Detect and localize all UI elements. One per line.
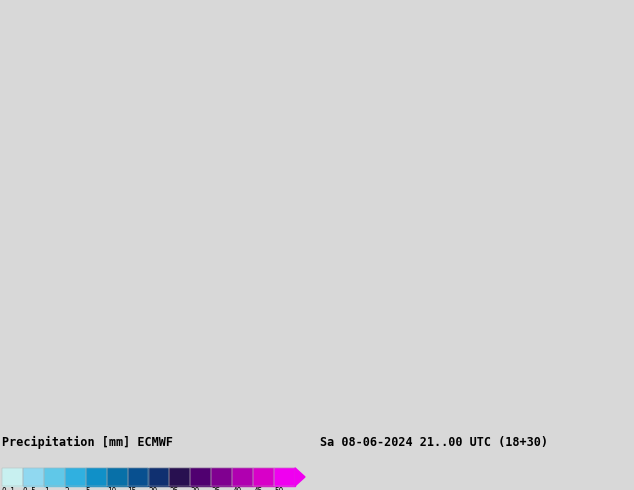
Text: 15: 15 [127, 487, 137, 490]
Bar [253, 468, 274, 486]
Bar [169, 468, 190, 486]
Text: 40: 40 [232, 487, 242, 490]
Bar [2, 468, 23, 486]
Bar [44, 468, 65, 486]
Bar [23, 468, 44, 486]
Text: 0.5: 0.5 [23, 487, 37, 490]
Text: 30: 30 [190, 487, 200, 490]
Bar [169, 468, 190, 486]
Polygon shape [295, 468, 305, 486]
Bar [86, 468, 107, 486]
Bar [148, 468, 169, 486]
Text: 25: 25 [169, 487, 179, 490]
Bar [211, 468, 232, 486]
Text: 1: 1 [44, 487, 48, 490]
Bar [65, 468, 86, 486]
Bar [148, 468, 169, 486]
Bar [107, 468, 127, 486]
Bar [44, 468, 65, 486]
Text: 0.1: 0.1 [2, 487, 16, 490]
Bar [253, 468, 274, 486]
Text: 2: 2 [65, 487, 69, 490]
Text: 20: 20 [148, 487, 158, 490]
Bar [127, 468, 148, 486]
Bar [127, 468, 148, 486]
Bar [274, 468, 295, 486]
Text: Sa 08-06-2024 21..00 UTC (18+30): Sa 08-06-2024 21..00 UTC (18+30) [320, 436, 548, 449]
Bar [190, 468, 211, 486]
Text: 35: 35 [211, 487, 221, 490]
Bar [274, 468, 295, 486]
Bar [190, 468, 211, 486]
Text: 10: 10 [107, 487, 116, 490]
Text: 5: 5 [86, 487, 90, 490]
Bar [232, 468, 253, 486]
Text: 50: 50 [274, 487, 283, 490]
Bar [23, 468, 44, 486]
Text: Precipitation [mm] ECMWF: Precipitation [mm] ECMWF [2, 436, 173, 449]
Text: 45: 45 [253, 487, 262, 490]
Bar [2, 468, 23, 486]
Bar [107, 468, 127, 486]
Bar [211, 468, 232, 486]
Bar [232, 468, 253, 486]
Bar [86, 468, 107, 486]
Bar [65, 468, 86, 486]
